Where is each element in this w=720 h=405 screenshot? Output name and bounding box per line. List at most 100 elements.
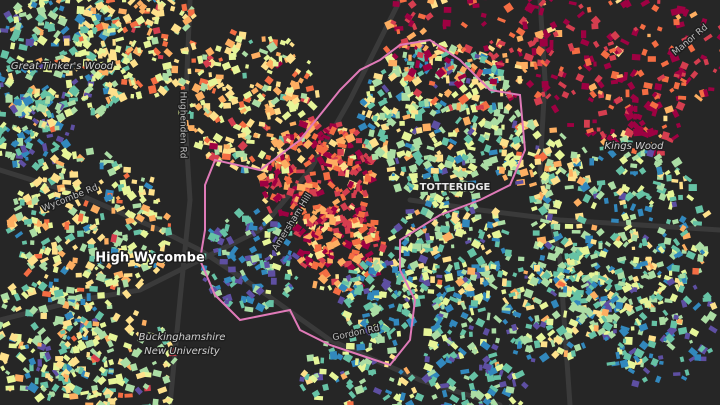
building (97, 292, 105, 299)
building (127, 253, 136, 259)
building (386, 166, 396, 172)
building (675, 101, 686, 111)
building (90, 337, 100, 347)
building (258, 121, 266, 127)
building (34, 392, 45, 403)
building (658, 316, 666, 326)
building (145, 18, 155, 27)
building (709, 302, 718, 311)
building (447, 329, 453, 335)
building (388, 258, 400, 270)
building (388, 303, 395, 309)
building (84, 371, 91, 378)
building (576, 215, 587, 225)
building (96, 47, 105, 56)
building (658, 281, 667, 289)
building (573, 343, 582, 352)
building (212, 247, 219, 254)
building (502, 52, 508, 58)
building (396, 303, 404, 313)
building (456, 43, 463, 51)
building (386, 331, 392, 340)
building (44, 345, 52, 352)
building (40, 312, 48, 320)
building (130, 79, 136, 86)
building (359, 240, 371, 250)
building (395, 139, 406, 149)
building (497, 102, 504, 110)
building (290, 226, 297, 232)
building (487, 388, 497, 397)
building (391, 53, 399, 60)
building (13, 204, 23, 212)
building (502, 79, 510, 89)
building (483, 134, 490, 140)
building (314, 89, 320, 98)
building (519, 159, 524, 166)
building (411, 248, 418, 254)
building (20, 291, 30, 300)
building (368, 129, 375, 138)
building (8, 332, 19, 342)
building (337, 143, 347, 149)
building (539, 321, 547, 329)
building (533, 62, 539, 70)
building (572, 157, 578, 163)
building (224, 218, 230, 224)
building (470, 63, 478, 71)
building (150, 224, 155, 232)
building (295, 169, 305, 174)
building (359, 260, 369, 271)
building (388, 377, 395, 383)
building (219, 258, 228, 265)
building (538, 0, 547, 7)
building (44, 351, 52, 361)
building (136, 0, 144, 7)
building (107, 0, 116, 3)
building (601, 308, 610, 317)
building (448, 138, 458, 146)
building (444, 212, 452, 219)
building (6, 56, 16, 66)
building (700, 54, 708, 61)
building (222, 86, 227, 92)
building (410, 112, 416, 119)
building (85, 147, 95, 156)
building (306, 59, 312, 65)
building (161, 227, 167, 234)
building (414, 113, 423, 121)
building (662, 232, 668, 238)
building (482, 279, 490, 287)
building (657, 170, 665, 179)
building (386, 116, 397, 127)
building (370, 97, 376, 103)
building (431, 393, 438, 400)
building (469, 206, 476, 215)
road (197, 0, 403, 263)
building (482, 396, 492, 405)
building (39, 31, 44, 36)
building (305, 124, 317, 135)
building (123, 273, 133, 278)
building (580, 282, 590, 289)
building (276, 251, 281, 256)
building (334, 189, 341, 197)
building (469, 273, 478, 282)
building (51, 6, 59, 14)
building (270, 137, 281, 148)
building (653, 153, 663, 162)
building (111, 207, 116, 214)
building (104, 16, 112, 21)
building (115, 59, 121, 65)
building (211, 87, 217, 94)
building (79, 243, 88, 253)
building (303, 72, 311, 80)
building (379, 112, 386, 120)
building (80, 298, 86, 306)
building (282, 238, 292, 247)
building (533, 193, 541, 200)
building (507, 170, 513, 177)
building (79, 75, 84, 80)
building (531, 37, 539, 46)
building (33, 41, 38, 47)
